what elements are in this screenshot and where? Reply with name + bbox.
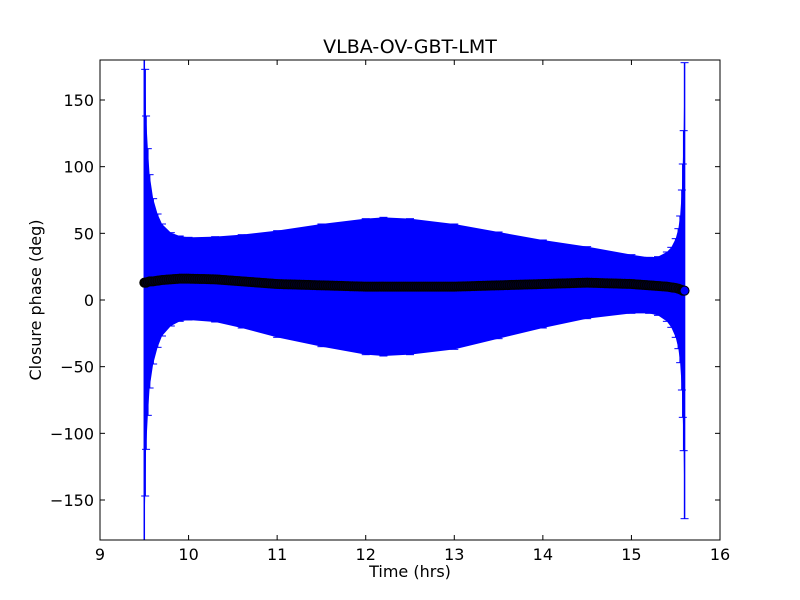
chart-title: VLBA-OV-GBT-LMT (323, 36, 497, 58)
x-tick-label: 12 (356, 545, 376, 564)
x-tick-label: 15 (621, 545, 641, 564)
data-point (679, 285, 690, 296)
x-tick-label: 14 (533, 545, 553, 564)
y-tick-label: 50 (74, 224, 94, 243)
x-tick-label: 11 (267, 545, 287, 564)
axes-frame (99, 59, 721, 541)
axis-ticks: 9 10 11 12 13 14 15 16 −150 −100 −50 0 50 100 150 (50, 60, 730, 564)
x-tick-label: 10 (178, 545, 198, 564)
plot-area (139, 60, 690, 540)
y-tick-label: −50 (60, 358, 94, 377)
y-axis-label: Closure phase (deg) (26, 219, 45, 380)
x-tick-label: 16 (710, 545, 730, 564)
y-tick-label: −100 (50, 424, 94, 443)
y-tick-label: 0 (84, 291, 94, 310)
y-tick-label: 100 (63, 158, 94, 177)
x-tick-label: 13 (444, 545, 464, 564)
y-tick-label: 150 (63, 91, 94, 110)
x-tick-label: 9 (95, 545, 105, 564)
x-axis-label: Time (hrs) (368, 562, 451, 581)
y-tick-label: −150 (50, 491, 94, 510)
errorbar-band (144, 60, 685, 540)
